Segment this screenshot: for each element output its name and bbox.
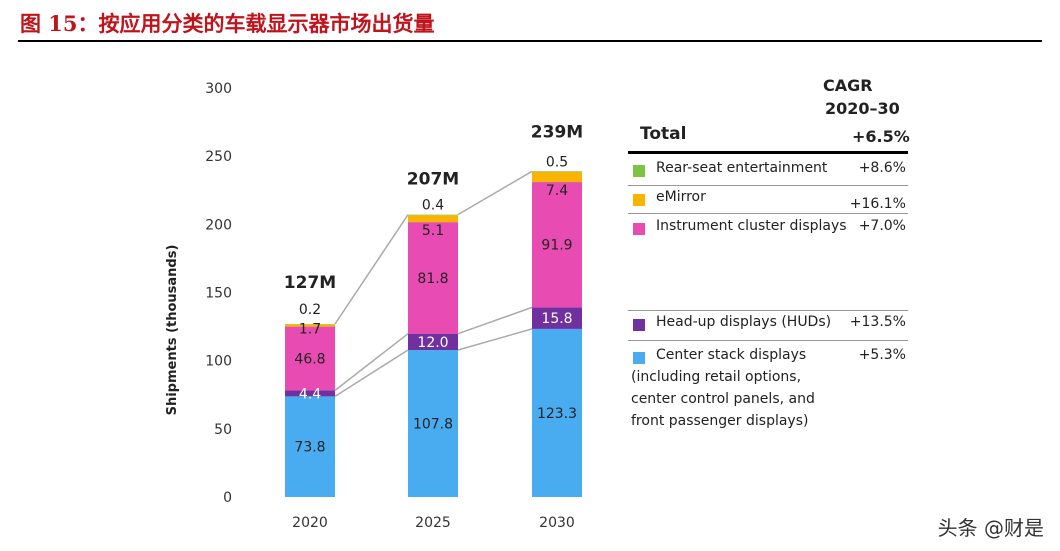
data-label: 5.1 (422, 223, 444, 239)
legend-note: front passenger displays) (631, 413, 809, 429)
y-tick-label: 300 (205, 81, 232, 97)
legend-divider (628, 310, 908, 311)
data-label: 0.4 (422, 198, 444, 214)
title-rule (18, 40, 1042, 42)
y-axis-label: Shipments (thousands) (165, 245, 180, 416)
connector-line (334, 349, 409, 398)
connector-line (457, 328, 533, 351)
data-label: 46.8 (294, 351, 325, 367)
legend-cagr: +13.5% (849, 314, 906, 330)
bar-segment-rear (408, 214, 458, 216)
legend-note: (including retail options, (631, 369, 802, 385)
y-tick-label: 100 (205, 354, 232, 370)
bar-segment-hud (408, 333, 458, 351)
total-label: Total (640, 124, 687, 144)
data-label: 73.8 (294, 440, 325, 456)
total-label: 127M (284, 273, 336, 293)
cagr-period: 2020–30 (825, 99, 900, 118)
legend-swatch-rear (633, 165, 645, 177)
legend-note: center control panels, and (631, 391, 815, 407)
legend-label: eMirror (656, 189, 706, 205)
bar-segment-hud (285, 390, 335, 397)
data-label: 12.0 (417, 335, 448, 351)
bar-segment-center (408, 350, 458, 497)
x-tick-label: 2025 (415, 515, 451, 531)
bar-segment-center (532, 328, 582, 497)
legend-cagr: +16.1% (849, 196, 906, 212)
y-tick-label: 150 (205, 286, 232, 302)
bar-segment-rear (532, 171, 582, 172)
connector-line (334, 214, 409, 325)
connector-line (334, 333, 409, 391)
cagr-header: CAGR (823, 76, 873, 95)
data-label: 0.2 (299, 302, 321, 318)
bar-segment-emirror (532, 171, 582, 183)
bar-segment-hud (532, 307, 582, 329)
total-cagr: +6.5% (852, 127, 910, 146)
data-label: 4.4 (299, 386, 321, 402)
total-label: 207M (407, 170, 459, 190)
watermark: 头条 @财是 (937, 516, 1044, 540)
legend-swatch-emirror (633, 194, 645, 206)
data-label: 81.8 (417, 271, 448, 287)
y-tick-label: 250 (205, 149, 232, 165)
figure-title: 图 15：按应用分类的车载显示器市场出货量 (20, 11, 435, 36)
x-tick-label: 2030 (539, 515, 575, 531)
y-tick-label: 50 (214, 422, 232, 438)
legend-divider (628, 185, 908, 186)
bar-segment-emirror (408, 215, 458, 223)
legend-label: Rear-seat entertainment (656, 160, 828, 176)
bar-segment-center (285, 396, 335, 497)
legend-swatch-cluster (633, 223, 645, 235)
total-label: 239M (531, 122, 583, 142)
data-label: 123.3 (537, 406, 577, 422)
data-label: 7.4 (546, 183, 568, 199)
data-label: 15.8 (541, 311, 572, 327)
legend-label: Head-up displays (HUDs) (656, 314, 832, 330)
legend-label: Center stack displays (656, 347, 807, 363)
bar-segment-cluster (408, 222, 458, 334)
legend-cagr: +8.6% (858, 160, 906, 176)
data-label: 0.5 (546, 154, 568, 170)
connector-line (457, 306, 533, 335)
data-label: 107.8 (413, 417, 453, 433)
data-label: 1.7 (299, 322, 321, 338)
total-rule (628, 151, 908, 154)
legend-label: Instrument cluster displays (656, 218, 847, 234)
legend-divider (628, 340, 908, 341)
legend-swatch-hud (633, 319, 645, 331)
x-tick-label: 2020 (292, 515, 328, 531)
y-tick-label: 200 (205, 217, 232, 233)
legend-divider (628, 213, 908, 214)
legend-cagr: +7.0% (858, 218, 906, 234)
bar-segment-cluster (285, 326, 335, 391)
legend-cagr: +5.3% (858, 347, 906, 363)
bar-segment-cluster (532, 182, 582, 308)
y-tick-label: 0 (223, 490, 232, 506)
connector-line (457, 170, 533, 216)
bar-segment-emirror (285, 324, 335, 327)
data-label: 91.9 (541, 238, 572, 254)
legend-swatch-center (633, 352, 645, 364)
